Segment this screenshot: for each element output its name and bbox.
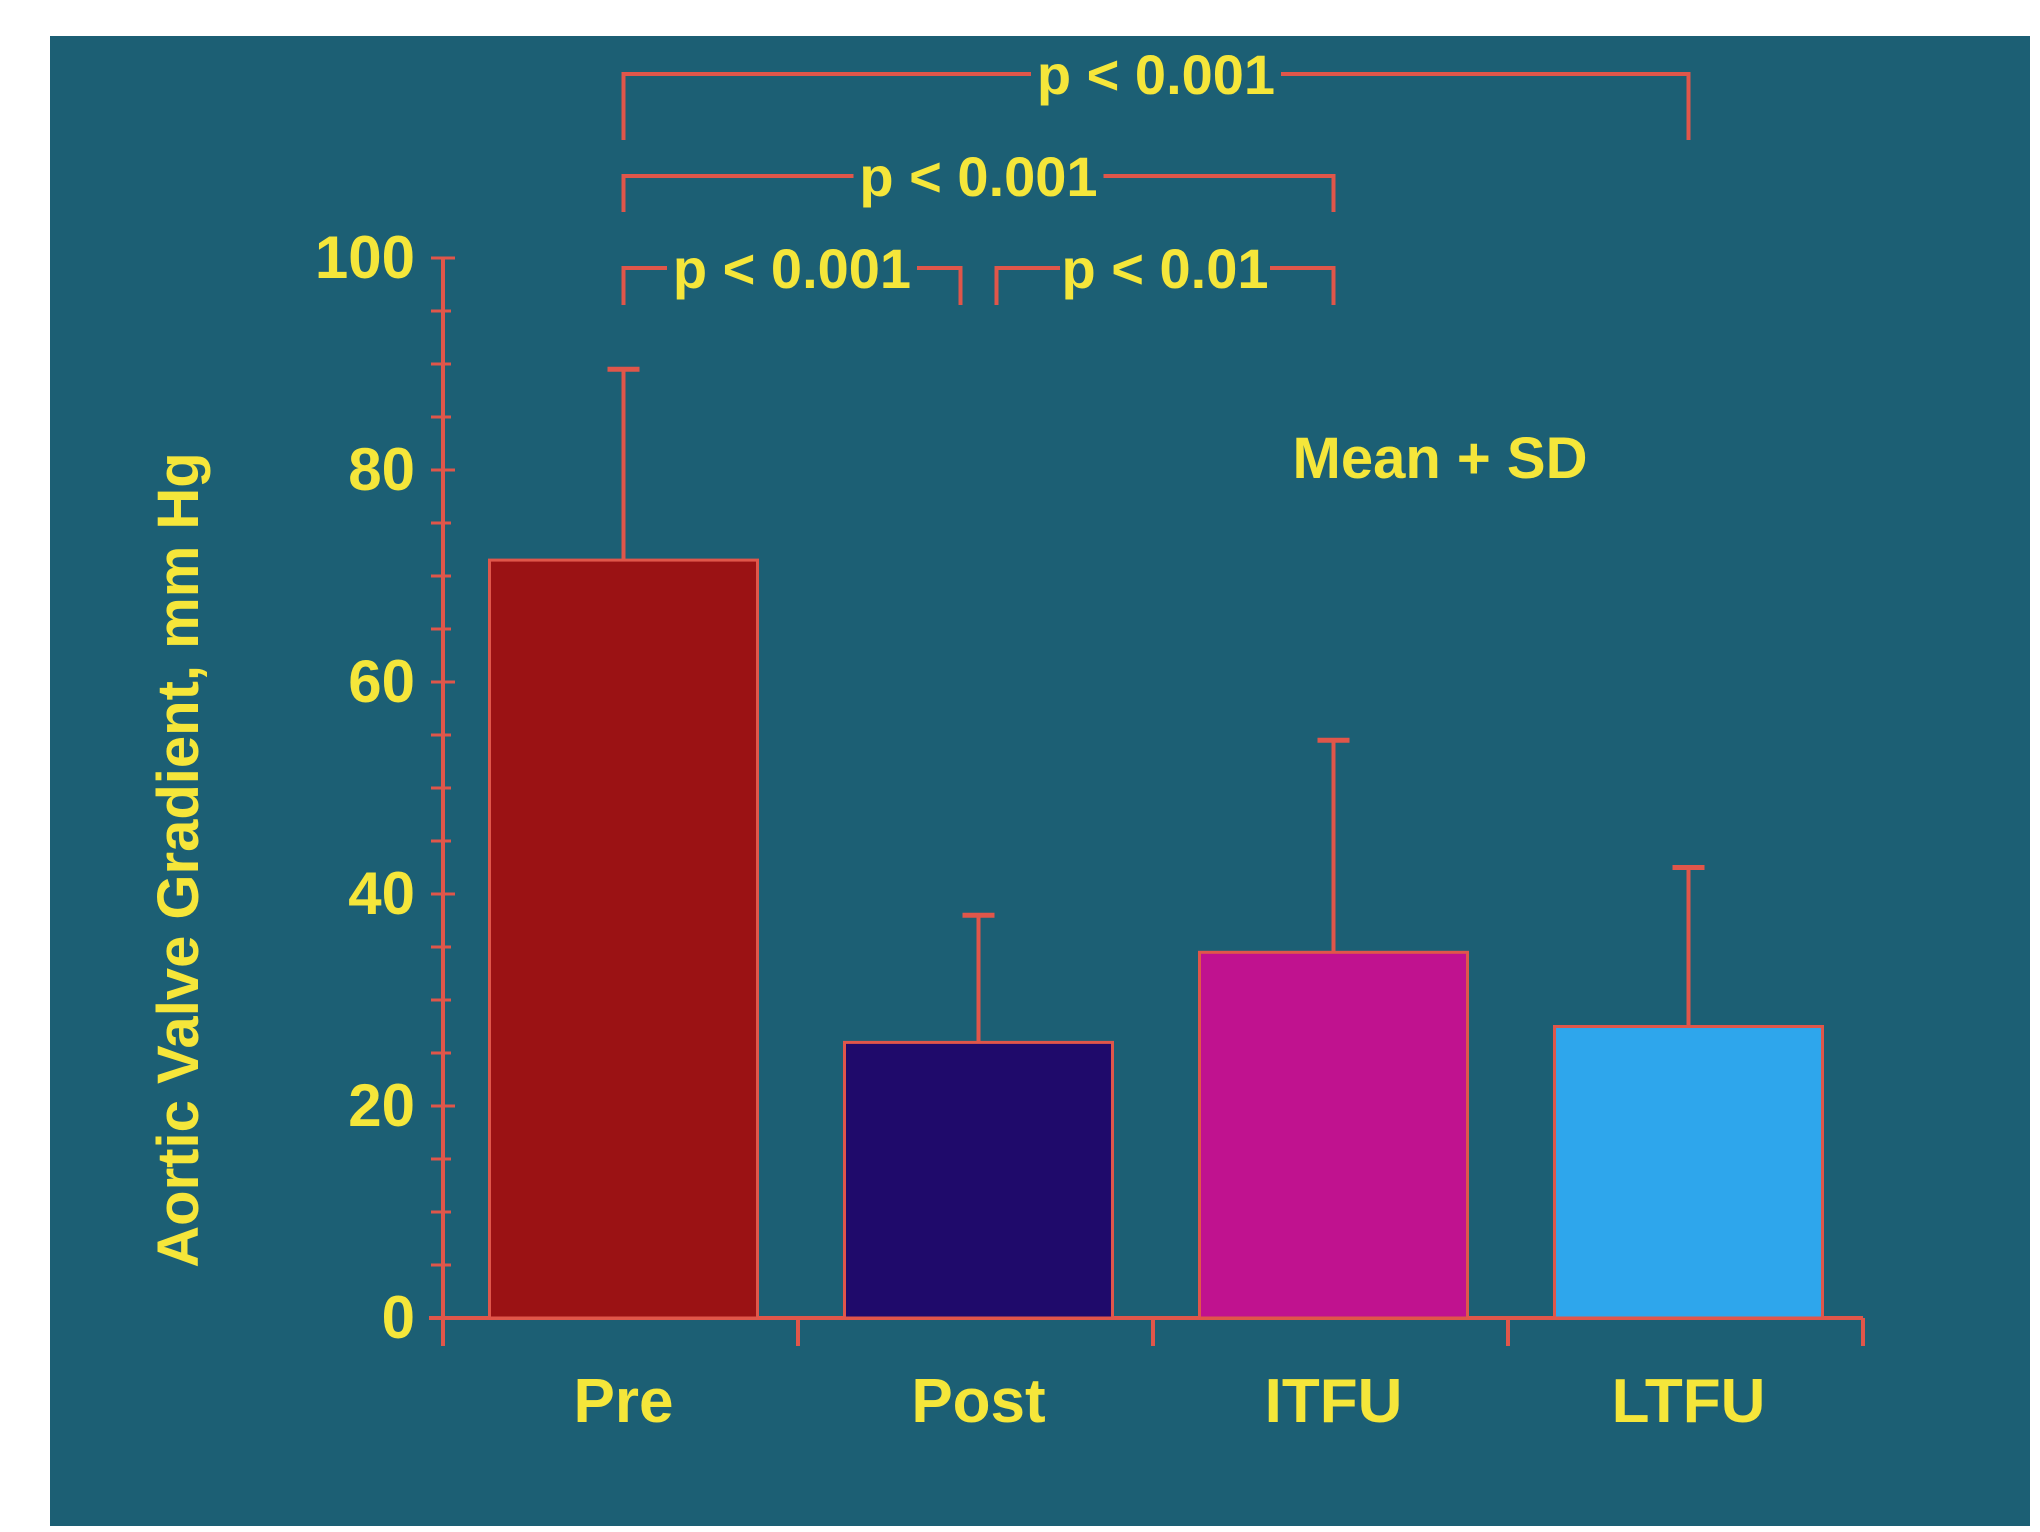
bracket-line [621, 174, 1336, 212]
y-tick-label: 20 [348, 1072, 415, 1139]
bar [488, 558, 759, 1320]
bracket-line [621, 266, 963, 305]
chart-axes: 0 20 40 60 80 100 Pre Post ITFU LTFU [315, 224, 1865, 1436]
significance-bracket: p < 0.01 [994, 237, 1336, 305]
significance-bracket: p < 0.001 [621, 145, 1336, 212]
y-tick-label: 60 [348, 648, 415, 715]
bracket-line [621, 72, 1691, 140]
y-axis-label: Aortic Valve Gradient, mm Hg [146, 452, 211, 1267]
chart-labels: Aortic Valve Gradient, mm Hg Mean + SD [146, 426, 1587, 1268]
bar [1198, 950, 1469, 1320]
x-tick-label: Pre [574, 1367, 674, 1436]
bar [1553, 1025, 1824, 1320]
significance-label: p < 0.001 [673, 237, 911, 300]
significance-label: p < 0.001 [1037, 43, 1275, 106]
error-bars [607, 366, 1705, 1043]
x-tick-label: ITFU [1265, 1367, 1403, 1436]
chart-bars [488, 558, 1824, 1320]
x-tick-label: Post [911, 1367, 1045, 1436]
y-tick-label: 40 [348, 860, 415, 927]
y-tick-label: 80 [348, 436, 415, 503]
bar [843, 1040, 1114, 1320]
y-tick-label: 100 [315, 224, 415, 291]
bracket-line [994, 266, 1336, 305]
y-tick-label: 0 [382, 1284, 415, 1351]
x-tick-label: LTFU [1612, 1367, 1766, 1436]
significance-label: p < 0.001 [859, 145, 1097, 208]
significance-brackets: p < 0.001 p < 0.001 p < 0.001 p < 0.01 [621, 43, 1691, 305]
mean-sd-annotation: Mean + SD [1293, 426, 1588, 491]
significance-bracket: p < 0.001 [621, 237, 963, 305]
significance-label: p < 0.01 [1061, 237, 1268, 300]
significance-bracket: p < 0.001 [621, 43, 1691, 140]
